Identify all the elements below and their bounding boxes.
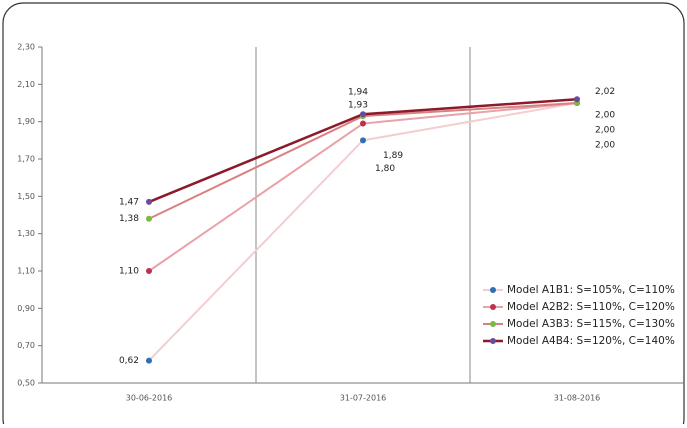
data-point — [360, 137, 366, 144]
y-tick-label: 1,50 — [17, 192, 35, 201]
legend-marker — [490, 287, 496, 293]
data-point — [574, 96, 580, 103]
data-label: 2,00 — [595, 141, 615, 151]
y-tick-label: 2,30 — [17, 43, 35, 52]
legend-label: Model A2B2: S=110%, C=120% — [507, 301, 675, 313]
y-tick-label: 0,50 — [17, 379, 35, 388]
data-point — [146, 357, 152, 364]
data-point — [146, 268, 152, 274]
y-tick-label: 2,10 — [17, 80, 35, 89]
data-label: 2,00 — [595, 126, 615, 136]
data-point — [146, 198, 152, 205]
legend-box — [478, 278, 680, 352]
data-label: 1,93 — [348, 101, 368, 111]
data-label: 1,94 — [348, 88, 368, 98]
data-label: 1,47 — [119, 197, 139, 207]
legend-marker — [490, 321, 496, 327]
data-label: 1,10 — [119, 267, 139, 277]
y-tick-label: 1,10 — [17, 267, 35, 276]
data-label: 1,89 — [383, 151, 403, 161]
y-tick-label: 1,90 — [17, 117, 35, 126]
data-point — [146, 215, 152, 222]
data-label: 1,80 — [375, 164, 395, 174]
legend-label: Model A1B1: S=105%, C=110% — [507, 284, 675, 296]
x-tick-label: 30-06-2016 — [126, 394, 173, 403]
legend-marker — [490, 304, 496, 310]
data-label: 0,62 — [119, 356, 139, 366]
data-point — [360, 111, 366, 118]
data-label: 2,02 — [595, 87, 615, 97]
legend-label: Model A3B3: S=115%, C=130% — [507, 318, 675, 330]
data-label: 2,00 — [595, 111, 615, 121]
data-point — [360, 120, 366, 127]
y-tick-label: 1,30 — [17, 229, 35, 238]
x-tick-label: 31-08-2016 — [554, 394, 601, 403]
data-label: 1,38 — [119, 214, 139, 224]
y-tick-label: 1,70 — [17, 155, 35, 164]
legend-marker — [490, 338, 496, 344]
legend-label: Model A4B4: S=120%, C=140% — [507, 335, 675, 347]
y-tick-label: 0,90 — [17, 304, 35, 313]
x-tick-label: 31-07-2016 — [340, 394, 387, 403]
y-tick-label: 0,70 — [17, 341, 35, 350]
series-line — [148, 102, 578, 220]
